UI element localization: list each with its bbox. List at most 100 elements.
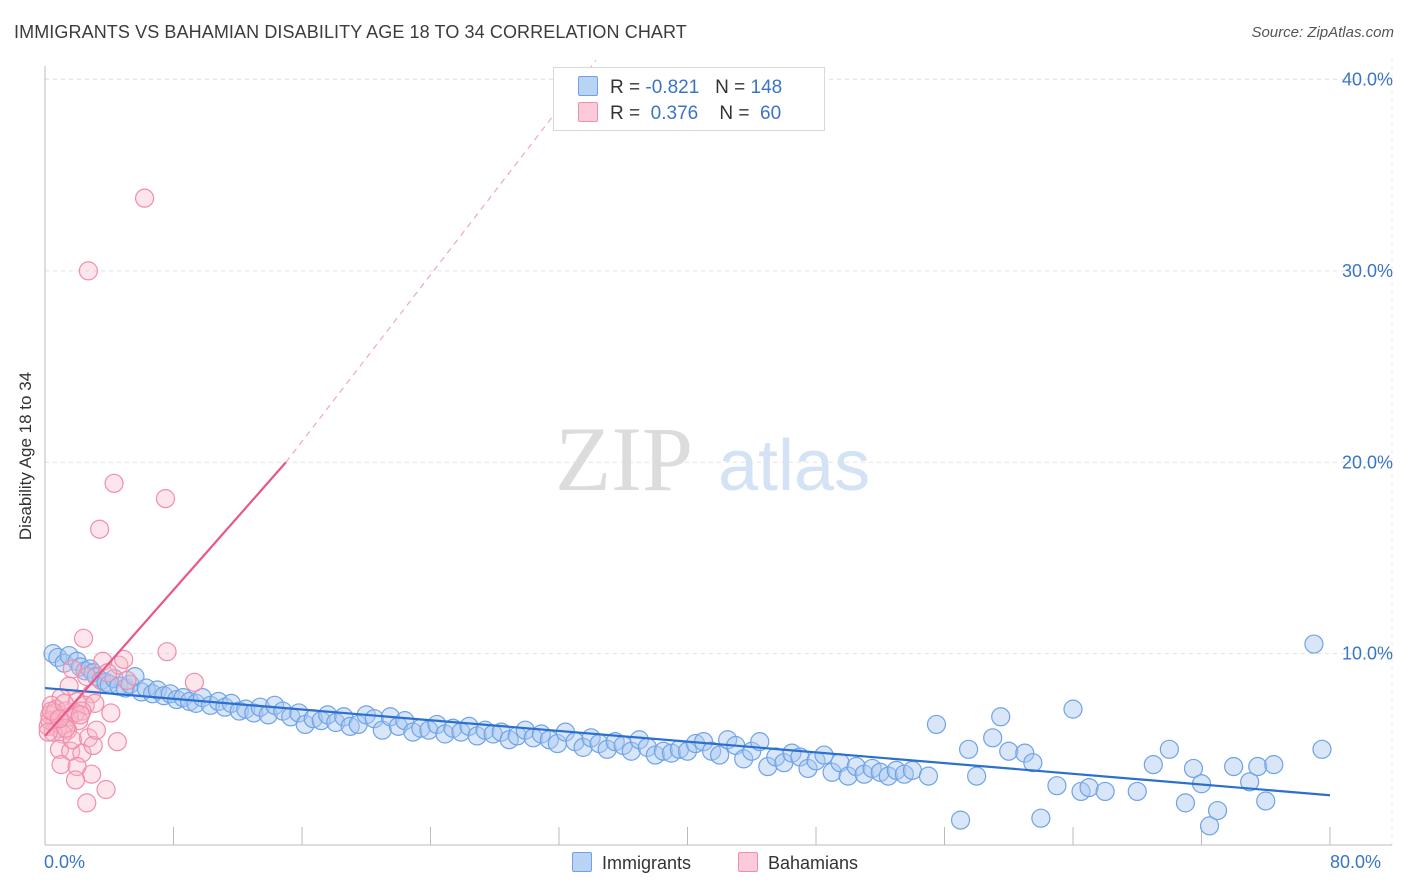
bahamians-point (78, 261, 98, 281)
bahamians-point (53, 724, 73, 744)
immigrants-point (902, 760, 922, 780)
bahamians-point (83, 735, 103, 756)
immigrants-point (629, 730, 649, 750)
immigrants-point (1127, 781, 1147, 802)
immigrants-point (1312, 739, 1332, 759)
bahamians-point (104, 473, 124, 493)
chart-source: Source: ZipAtlas.com (1251, 24, 1394, 41)
immigrants-point (991, 707, 1011, 727)
legend-r-value: 0.376 (650, 103, 699, 124)
bahamians-point (155, 489, 176, 509)
immigrants-point (1264, 755, 1284, 775)
immigrants-point (967, 766, 987, 786)
legend-n-label: N = (719, 103, 750, 124)
chart-title: IMMIGRANTS VS BAHAMIAN DISABILITY AGE 18… (14, 22, 687, 42)
bahamians-point (77, 793, 97, 813)
legend-r-label: R = (610, 77, 641, 98)
bahamians-point (65, 770, 86, 790)
immigrants-point (653, 741, 674, 761)
immigrants-point (1063, 699, 1083, 719)
immigrants-point (1248, 756, 1268, 777)
y-tick-label: 20.0% (1342, 452, 1393, 472)
immigrants-point (983, 728, 1003, 748)
legend-item-bahamians[interactable]: Bahamians (738, 852, 858, 874)
axes (44, 66, 1392, 846)
legend-n-value: 60 (760, 103, 782, 124)
watermark-zip: ZIP (555, 408, 693, 510)
immigrants-point (710, 745, 730, 765)
immigrants-point (395, 711, 415, 731)
y-tick-label: 30.0% (1342, 261, 1393, 281)
immigrants-point (1159, 739, 1179, 759)
immigrants-trend-line (44, 686, 1331, 797)
bahamians-point (101, 703, 121, 723)
immigrants-point (846, 756, 866, 777)
correlation-legend: R = -0.821 N = 148 R = 0.376 N = 60 (553, 67, 825, 131)
y-tick-label: 40.0% (1342, 70, 1393, 90)
immigrants-point (1224, 756, 1244, 777)
y-axis-label: Disability Age 18 to 34 (16, 371, 35, 541)
immigrants-point (814, 745, 834, 765)
bahamians-point (96, 779, 116, 800)
legend-swatch-immigrants (578, 76, 598, 96)
immigrants-point (1015, 743, 1035, 763)
immigrants-point (573, 737, 593, 757)
immigrants-point (798, 758, 818, 779)
immigrants-point (958, 739, 979, 759)
immigrants-point (1095, 781, 1115, 802)
bahamians-trend-line (44, 461, 287, 737)
legend-swatch-bahamians (738, 852, 758, 872)
legend-swatch-immigrants (572, 852, 592, 872)
immigrants-point (1240, 772, 1260, 792)
immigrants-point (1183, 758, 1204, 779)
immigrants-points (43, 634, 1332, 836)
immigrants-point (1256, 791, 1276, 811)
trend-lines (44, 59, 1331, 797)
legend-row-bahamians: R = 0.376 N = 60 (578, 102, 781, 128)
legend-swatch-bahamians (578, 102, 598, 122)
immigrants-point (822, 762, 842, 782)
legend-n-value: 148 (750, 77, 783, 98)
immigrants-point (950, 810, 971, 830)
immigrants-point (1304, 634, 1324, 654)
bahamians-trend-extension (285, 59, 597, 463)
immigrants-point (1143, 755, 1163, 775)
bahamians-point (81, 764, 102, 784)
immigrants-point (758, 756, 778, 777)
immigrants-point (734, 749, 754, 769)
bahamians-point (184, 672, 204, 692)
bahamians-point (134, 188, 155, 208)
immigrants-point (926, 714, 947, 735)
immigrants-point (918, 766, 939, 786)
bahamians-point (62, 730, 82, 750)
bahamians-point (73, 628, 94, 648)
legend-row-immigrants: R = -0.821 N = 148 (578, 76, 782, 102)
immigrants-point (597, 739, 617, 759)
legend-r-value: -0.821 (645, 77, 700, 98)
immigrants-point (1199, 816, 1220, 836)
immigrants-point (1023, 753, 1043, 773)
watermark-atlas: atlas (718, 426, 870, 506)
bahamians-point (117, 670, 137, 691)
immigrants-point (1047, 776, 1067, 796)
legend-item-immigrants[interactable]: Immigrants (572, 852, 691, 874)
x-tick-min: 0.0% (44, 852, 86, 872)
immigrants-point (459, 716, 479, 736)
immigrants-point (340, 716, 360, 736)
legend-label-immigrants: Immigrants (602, 853, 692, 873)
bahamians-point (157, 642, 177, 662)
immigrants-point (1079, 777, 1099, 798)
immigrants-point (621, 741, 641, 761)
y-tick-label: 10.0% (1342, 644, 1393, 664)
gridlines (45, 58, 1393, 845)
bahamians-points (38, 188, 204, 813)
bahamians-point (114, 649, 134, 669)
legend-label-bahamians: Bahamians (768, 853, 859, 873)
bahamians-point (86, 720, 107, 740)
immigrants-point (750, 732, 770, 752)
x-tick-max: 80.0% (1330, 852, 1382, 872)
legend-r-label: R = (610, 103, 641, 124)
immigrants-point (1175, 793, 1196, 813)
immigrants-point (1207, 800, 1228, 821)
